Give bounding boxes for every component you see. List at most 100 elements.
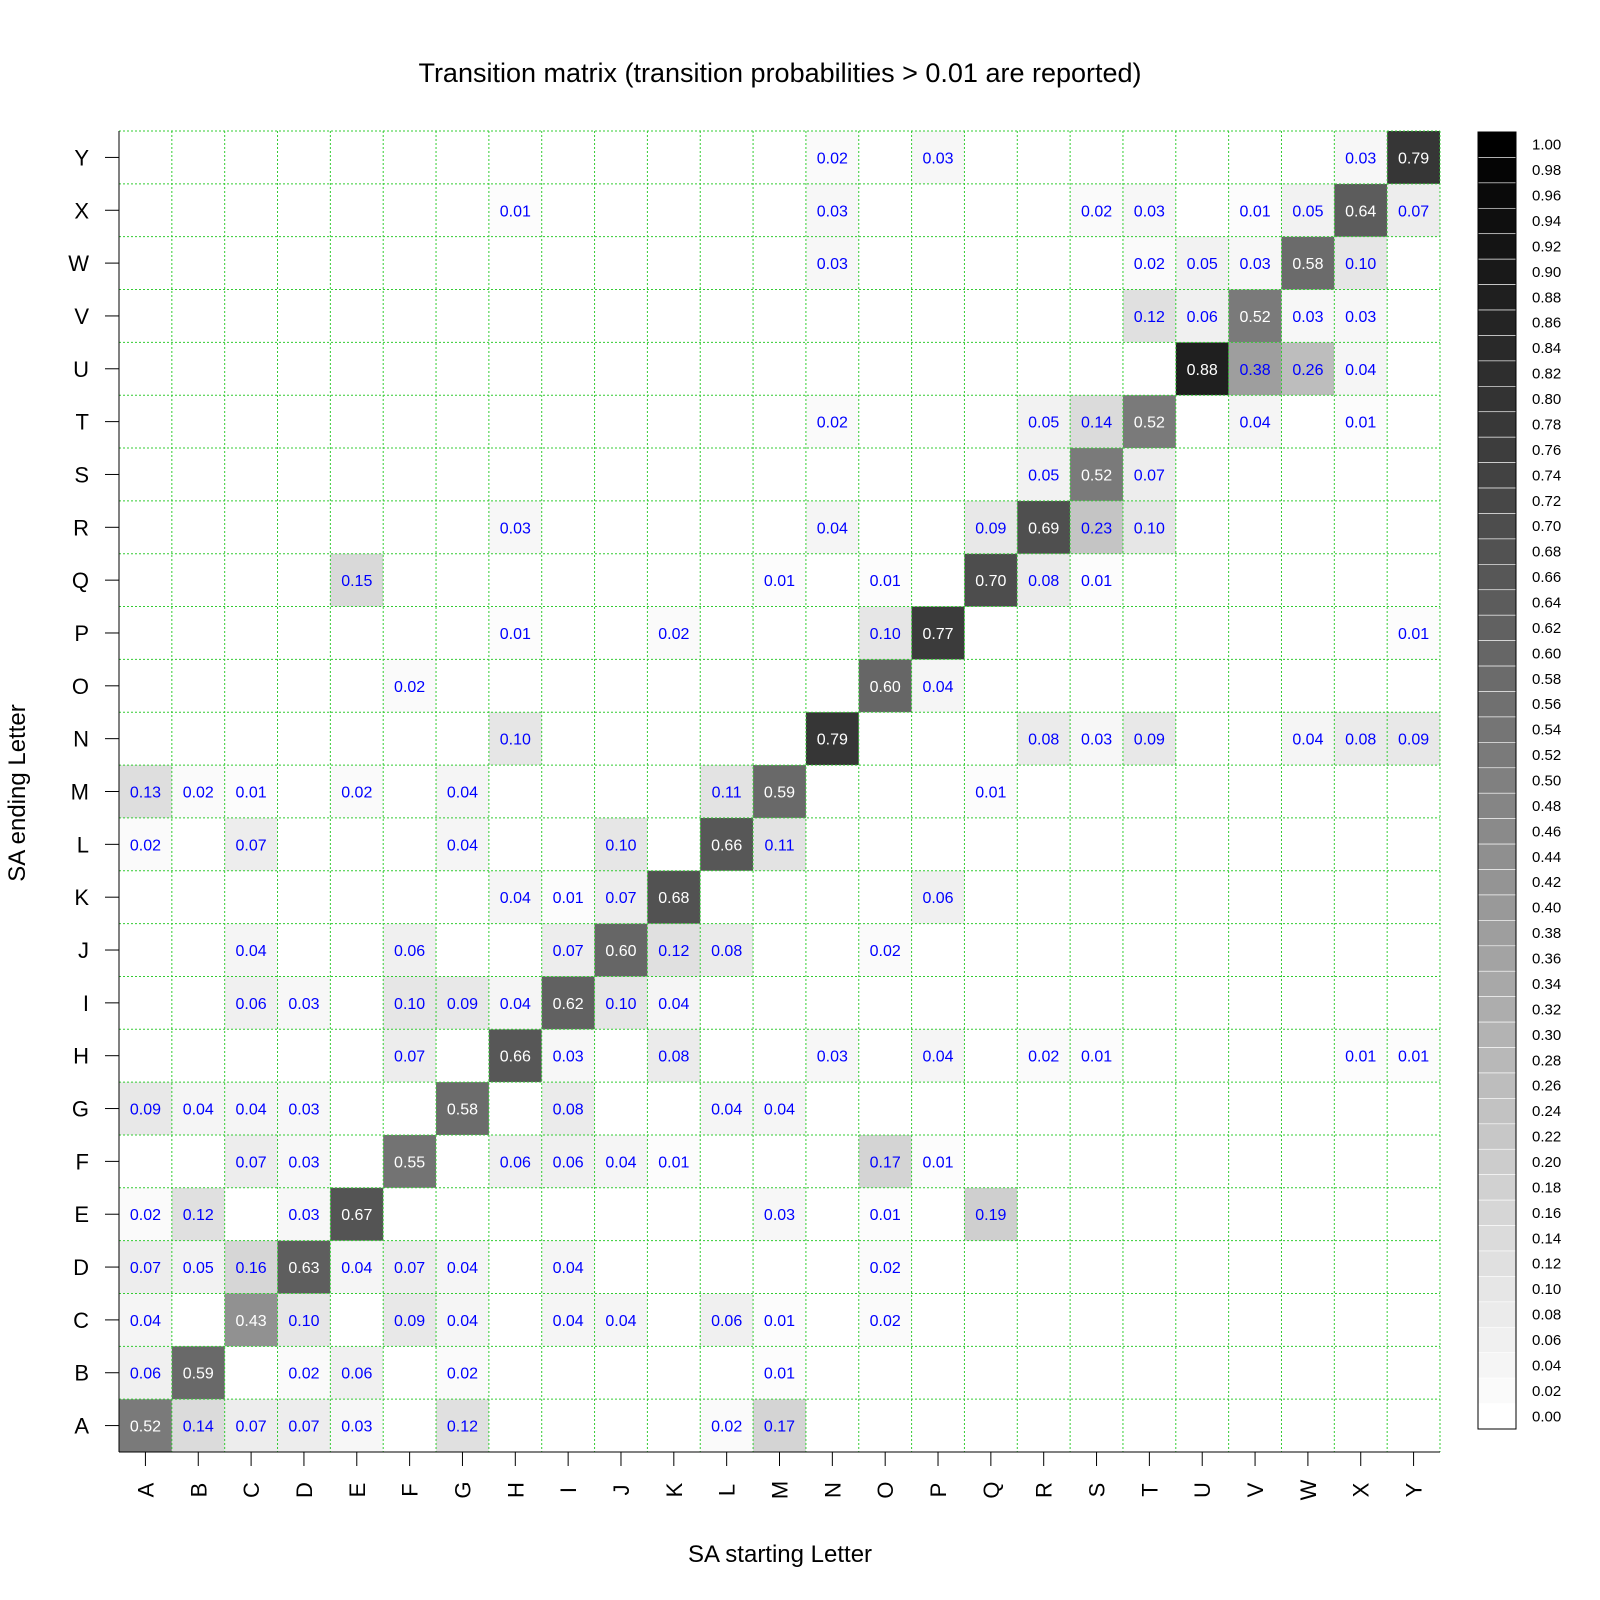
cell-L-G (700, 1082, 754, 1135)
cell-B-E (171, 1187, 225, 1241)
cell-P-Y (911, 131, 965, 184)
cell-Y-H (1387, 1029, 1440, 1083)
cell-label-W-W: 0.58 (1292, 256, 1323, 273)
legend-swatch (1477, 945, 1517, 972)
cell-label-V-W: 0.03 (1239, 256, 1270, 273)
legend-swatch (1477, 182, 1517, 209)
x-tick-label-S: S (1085, 1483, 1110, 1498)
legend-tick-label: 0.98 (1532, 162, 1561, 179)
legend-tick-label: 0.02 (1532, 1383, 1561, 1400)
x-tick-label-R: R (1032, 1482, 1057, 1498)
cell-R-T (1017, 395, 1071, 449)
cell-N-H (805, 1029, 859, 1083)
cell-label-U-V: 0.06 (1187, 309, 1218, 326)
legend-tick-label: 0.32 (1532, 1001, 1561, 1018)
cell-R-S (1017, 448, 1071, 501)
cell-label-F-C: 0.09 (394, 1313, 425, 1330)
cell-Y-N (1387, 712, 1440, 766)
cell-label-F-I: 0.10 (394, 996, 425, 1013)
legend-swatch (1477, 538, 1517, 565)
cell-O-D (858, 1240, 912, 1294)
cell-Q-E (964, 1187, 1018, 1241)
cell-S-Q (1070, 553, 1123, 607)
legend-tick-label: 0.40 (1532, 900, 1561, 917)
cell-label-A-A: 0.52 (130, 1419, 161, 1436)
legend-swatch (1477, 1123, 1517, 1150)
x-tick-label-Q: Q (979, 1481, 1004, 1498)
cell-V-W (1228, 236, 1282, 290)
cell-label-X-N: 0.08 (1345, 732, 1376, 749)
cell-label-A-L: 0.02 (130, 837, 161, 854)
cell-label-B-G: 0.04 (183, 1102, 214, 1119)
cell-I-K (541, 870, 595, 924)
cell-label-Y-P: 0.01 (1398, 626, 1429, 643)
cell-label-T-W: 0.02 (1134, 256, 1165, 273)
cell-X-W (1334, 236, 1388, 290)
cell-label-Y-N: 0.09 (1398, 732, 1429, 749)
legend-tick-label: 0.48 (1532, 798, 1561, 815)
y-tick-label-C: C (73, 1308, 89, 1333)
x-tick-label-I: I (556, 1487, 581, 1493)
cell-label-X-Y: 0.03 (1345, 150, 1376, 167)
cell-label-B-E: 0.12 (183, 1207, 214, 1224)
cell-F-I (383, 976, 437, 1030)
cell-label-S-S: 0.52 (1081, 467, 1112, 484)
cell-E-B (330, 1346, 384, 1400)
cell-label-P-H: 0.04 (922, 1049, 953, 1066)
cell-label-T-X: 0.03 (1134, 203, 1165, 220)
cell-B-A (171, 1399, 225, 1452)
cell-label-B-B: 0.59 (183, 1366, 214, 1383)
cell-V-X (1228, 183, 1282, 237)
cell-label-B-M: 0.02 (183, 785, 214, 802)
cell-E-E (330, 1187, 384, 1241)
cell-C-A (224, 1399, 278, 1452)
x-tick-label-Y: Y (1402, 1482, 1427, 1497)
cell-R-Q (1017, 553, 1071, 607)
cell-U-U (1175, 342, 1229, 396)
legend-tick-label: 0.90 (1532, 264, 1561, 281)
cell-label-Q-M: 0.01 (975, 785, 1006, 802)
cell-W-X (1281, 183, 1335, 237)
y-tick-label-E: E (74, 1202, 89, 1227)
cell-R-H (1017, 1029, 1071, 1083)
cell-label-X-W: 0.10 (1345, 256, 1376, 273)
cell-D-D (277, 1240, 331, 1294)
x-tick-label-L: L (715, 1484, 740, 1496)
y-tick-label-W: W (68, 251, 89, 276)
cell-label-G-B: 0.02 (447, 1366, 478, 1383)
cell-L-C (700, 1293, 754, 1347)
cell-label-N-W: 0.03 (817, 256, 848, 273)
x-tick-label-M: M (768, 1481, 793, 1499)
cell-label-H-P: 0.01 (500, 626, 531, 643)
cell-S-H (1070, 1029, 1123, 1083)
legend-tick-label: 0.78 (1532, 416, 1561, 433)
cell-H-X (488, 183, 542, 237)
y-tick-label-R: R (73, 515, 89, 540)
cell-P-H (911, 1029, 965, 1083)
cell-label-M-G: 0.04 (764, 1102, 795, 1119)
cell-label-Q-E: 0.19 (975, 1207, 1006, 1224)
legend-swatch (1477, 564, 1517, 591)
legend-tick-label: 0.24 (1532, 1103, 1561, 1120)
cell-label-C-L: 0.07 (236, 837, 267, 854)
cell-N-X (805, 183, 859, 237)
cell-label-J-I: 0.10 (605, 996, 636, 1013)
cell-label-I-I: 0.62 (553, 996, 584, 1013)
legend-tick-label: 0.44 (1532, 849, 1561, 866)
cell-T-V (1122, 289, 1176, 343)
cell-C-I (224, 976, 278, 1030)
legend-swatch (1477, 818, 1517, 845)
cell-X-N (1334, 712, 1388, 766)
cell-label-V-U: 0.38 (1239, 362, 1270, 379)
legend-tick-label: 0.58 (1532, 671, 1561, 688)
cell-label-X-T: 0.01 (1345, 415, 1376, 432)
cell-O-P (858, 606, 912, 660)
cell-A-B (119, 1346, 172, 1400)
cell-label-O-O: 0.60 (870, 679, 901, 696)
cell-I-J (541, 923, 595, 977)
cell-X-X (1334, 183, 1388, 237)
cell-T-X (1122, 183, 1176, 237)
cell-label-O-D: 0.02 (870, 1260, 901, 1277)
cell-P-F (911, 1134, 965, 1188)
cell-K-K (647, 870, 701, 924)
